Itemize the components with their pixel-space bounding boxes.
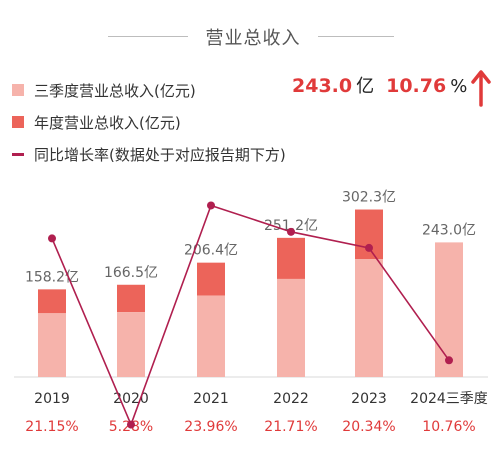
chart-title-row: 营业总收入 [0,22,500,52]
growth-label-2023: 20.34% [342,419,395,435]
title-divider-left [108,36,188,37]
growth-point-2020 [127,420,135,429]
bar-annual-2022 [277,237,305,279]
growth-point-2024三季度 [445,356,453,365]
bar-q3-2020 [117,312,145,377]
headline-summary: 243.0 亿 10.76% [292,72,498,102]
legend-item-q3: 三季度营业总收入(亿元) [12,74,286,106]
chart-title: 营业总收入 [205,28,301,49]
legend-swatch-annual [12,116,24,128]
growth-point-2021 [207,201,215,210]
growth-label-2019: 21.15% [25,419,78,435]
legend-item-growth: 同比增长率(数据处于对应报告期下方) [12,138,286,170]
headline-value: 243.0 [292,75,353,97]
legend-swatch-q3 [12,84,24,96]
legend: 三季度营业总收入(亿元) 年度营业总收入(亿元) 同比增长率(数据处于对应报告期… [12,74,286,170]
bar-q3-2023 [355,258,383,377]
category-label-2024三季度: 2024三季度 [410,391,488,407]
bar-annual-2020 [117,284,145,313]
headline-unit: 亿 [356,76,375,97]
legend-swatch-growth [12,152,24,156]
category-label-2019: 2019 [34,391,70,407]
growth-point-2023 [365,243,373,252]
value-label-2024三季度: 243.0亿 [422,222,476,238]
headline-pct-sign: % [450,76,468,97]
bar-annual-2019 [38,289,66,314]
legend-label-q3: 三季度营业总收入(亿元) [34,81,196,100]
growth-point-2022 [287,227,295,236]
value-label-2020: 166.5亿 [104,265,158,281]
growth-point-2019 [48,234,56,243]
bar-q3-2024三季度 [435,242,463,377]
value-label-2019: 158.2亿 [25,269,79,285]
value-label-2022: 251.2亿 [264,218,318,234]
headline-pct: 10.76 [386,75,447,97]
legend-label-growth: 同比增长率(数据处于对应报告期下方) [34,145,286,164]
growth-label-2021: 23.96% [184,419,237,435]
legend-label-annual: 年度营业总收入(亿元) [34,113,181,132]
revenue-chart: 158.2亿201921.15%166.5亿20205.28%206.4亿202… [14,190,488,435]
title-divider-right [318,36,394,37]
value-label-2023: 302.3亿 [342,190,396,206]
category-label-2023: 2023 [351,391,387,407]
bar-q3-2022 [277,278,305,377]
category-label-2021: 2021 [193,391,229,407]
bar-annual-2021 [197,262,225,296]
bar-q3-2019 [38,313,66,377]
up-arrow-icon [471,70,491,107]
growth-line [51,204,450,427]
growth-label-2022: 21.71% [264,419,317,435]
bar-q3-2021 [197,295,225,377]
legend-item-annual: 年度营业总收入(亿元) [12,106,286,138]
category-label-2022: 2022 [273,391,309,407]
growth-label-2024三季度: 10.76% [422,419,475,435]
value-label-2021: 206.4亿 [184,243,238,259]
